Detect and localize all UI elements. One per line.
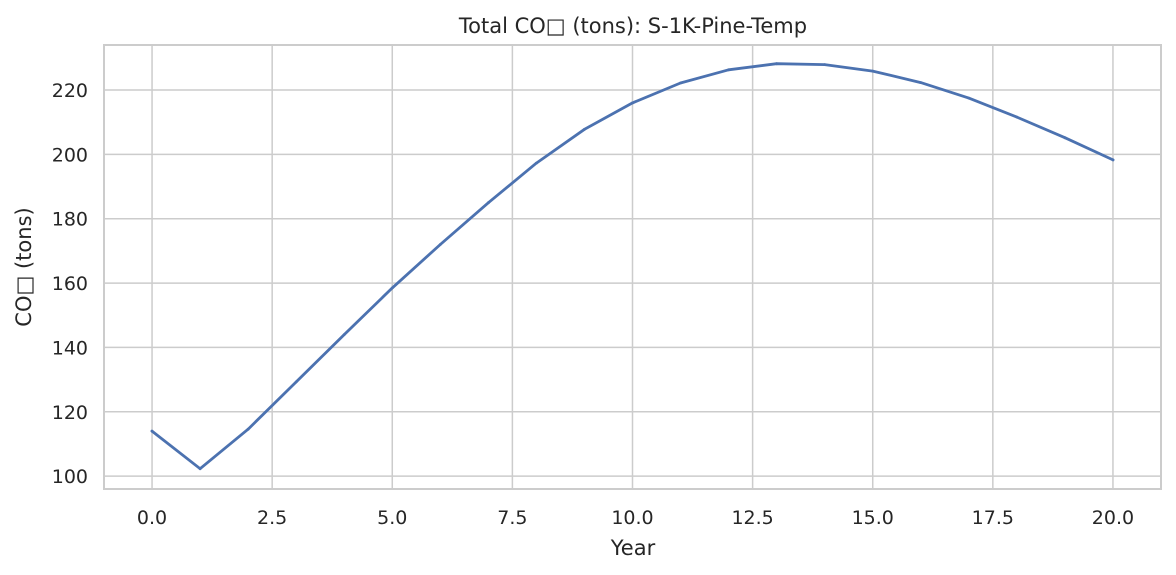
data-point (294, 380, 298, 384)
y-tick-label: 200 (52, 144, 88, 166)
x-tick-label: 7.5 (497, 507, 527, 529)
data-point (583, 127, 586, 131)
data-point (438, 243, 442, 246)
x-tick-label: 10.0 (611, 507, 653, 529)
y-tick-labels: 100 120 140 160 180 200 220 (52, 80, 88, 488)
data-point (967, 96, 971, 100)
data-point (871, 69, 875, 73)
y-tick-label: 160 (52, 273, 88, 295)
y-tick-label: 140 (52, 337, 88, 359)
x-tick-label: 17.5 (972, 507, 1014, 529)
x-tick-label: 20.0 (1092, 507, 1134, 529)
data-point (775, 62, 778, 66)
data-point (390, 286, 394, 290)
data-point (823, 63, 827, 66)
data-point (198, 467, 202, 471)
x-tick-labels: 0.0 2.5 5.0 7.5 10.0 12.5 15.0 17.5 20.0 (137, 507, 1134, 529)
x-axis-title: Year (610, 536, 656, 560)
y-axis-title: CO□ (tons) (12, 207, 36, 326)
x-tick-label: 2.5 (257, 507, 287, 529)
data-point (1063, 136, 1067, 140)
x-gridlines (151, 45, 1114, 489)
data-point (1015, 115, 1019, 119)
y-gridlines (104, 89, 1161, 477)
data-point (487, 201, 490, 205)
data-point (679, 81, 682, 85)
y-tick-label: 220 (52, 80, 88, 102)
x-tick-label: 12.5 (731, 507, 773, 529)
y-tick-label: 180 (52, 209, 88, 231)
series-layer (150, 62, 1115, 471)
data-point (727, 68, 730, 72)
chart-title: Total CO□ (tons): S-1K-Pine-Temp (458, 14, 807, 38)
data-point (342, 333, 346, 336)
data-point (631, 101, 634, 105)
data-point (246, 427, 250, 431)
data-point (535, 161, 538, 165)
data-point (919, 81, 923, 84)
x-tick-label: 15.0 (852, 507, 894, 529)
plot-frame (103, 44, 1162, 490)
data-point (1111, 158, 1115, 162)
y-tick-label: 120 (52, 402, 88, 424)
y-tick-label: 100 (52, 466, 88, 488)
x-tick-label: 5.0 (377, 507, 407, 529)
data-point (150, 429, 154, 433)
x-tick-label: 0.0 (137, 507, 167, 529)
